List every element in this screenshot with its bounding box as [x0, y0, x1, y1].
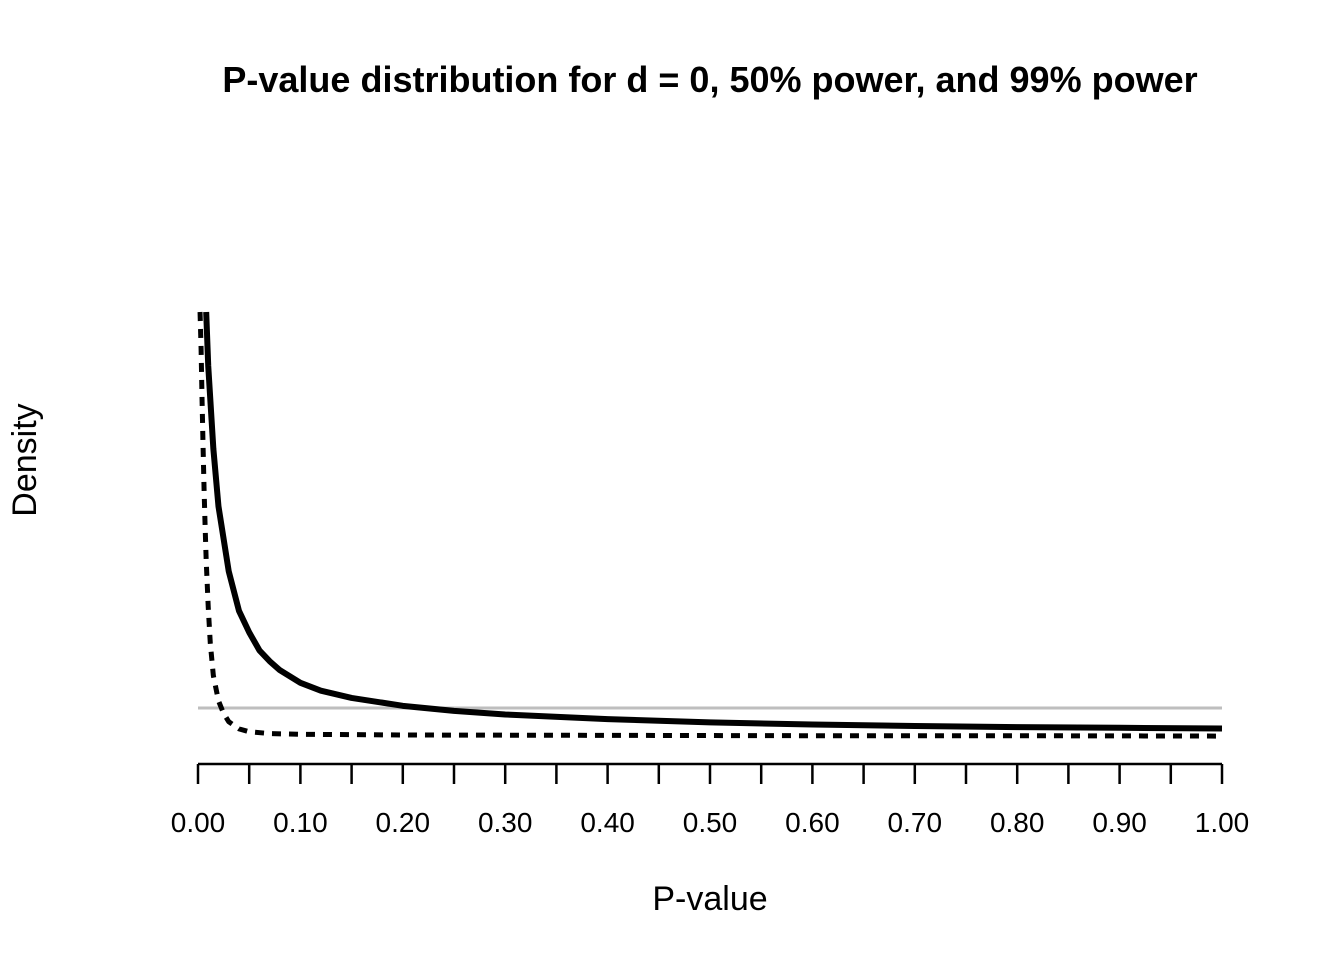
x-tick-label-8: 0.80	[990, 807, 1045, 838]
x-axis: 0.00 0.10 0.20 0.30 0.40 0.50 0.60 0.70 0.80 0.90…	[171, 762, 1250, 838]
x-ticks	[196, 764, 1224, 784]
x-tick-label-0: 0.00	[171, 807, 226, 838]
x-tick-label-2: 0.20	[376, 807, 431, 838]
x-tick-label-10: 1.00	[1195, 807, 1250, 838]
x-tick-label-6: 0.60	[785, 807, 840, 838]
x-axis-label: P-value	[652, 880, 767, 918]
y-axis-label: Density	[6, 403, 44, 516]
chart-title: P-value distribution for d = 0, 50% powe…	[222, 59, 1197, 100]
x-tick-label-3: 0.30	[478, 807, 533, 838]
series-line-dashed	[197, 311, 1223, 739]
series-layer	[197, 311, 1223, 739]
x-tick-label-9: 0.90	[1092, 807, 1147, 838]
x-tick-label-1: 0.10	[273, 807, 328, 838]
x-tick-label-7: 0.70	[888, 807, 943, 838]
x-tick-label-4: 0.40	[580, 807, 635, 838]
series-line-solid	[203, 311, 1223, 732]
x-tick-label-5: 0.50	[683, 807, 738, 838]
x-tick-labels: 0.00 0.10 0.20 0.30 0.40 0.50 0.60 0.70 0.80 0.90…	[171, 807, 1250, 838]
